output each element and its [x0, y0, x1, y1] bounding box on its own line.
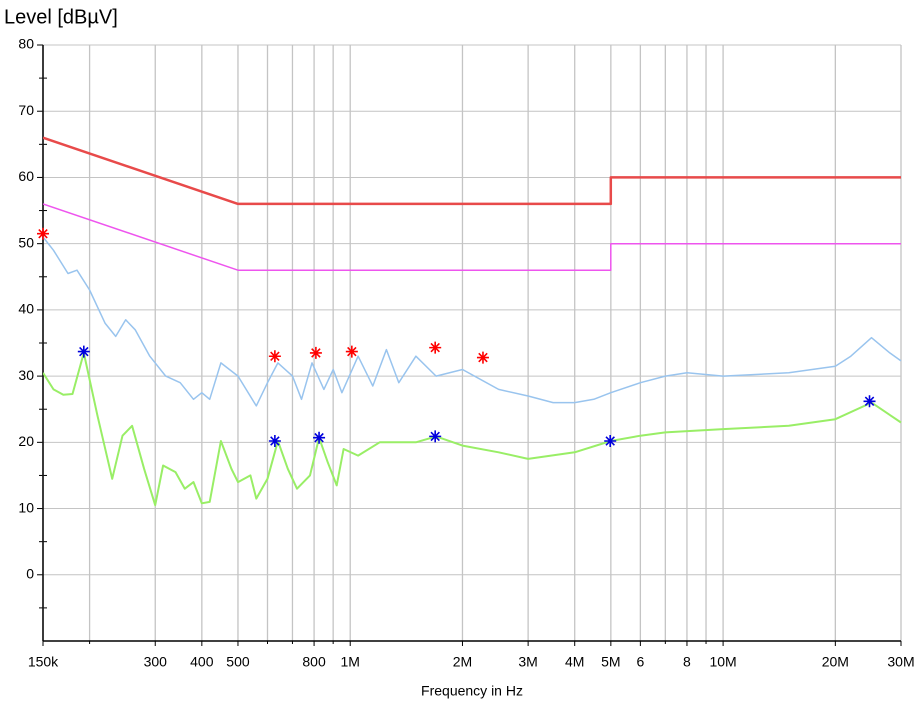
- x-tick-label: 20M: [822, 654, 849, 670]
- marker: [604, 435, 617, 448]
- series-line: [43, 136, 901, 206]
- y-tick-label: 50: [18, 234, 34, 250]
- marker: [268, 435, 281, 448]
- y-tick-label: 30: [18, 367, 34, 383]
- x-tick-label: 500: [226, 654, 250, 670]
- x-tick-label: 1M: [340, 654, 359, 670]
- y-tick-label: 0: [26, 565, 34, 581]
- x-tick-label: 10M: [709, 654, 736, 670]
- marker: [345, 345, 358, 358]
- y-tick-label: 10: [18, 499, 34, 515]
- x-tick-label: 5M: [601, 654, 620, 670]
- x-tick-label: 800: [302, 654, 326, 670]
- marker: [309, 346, 322, 359]
- marker: [429, 341, 442, 354]
- x-tick-label: 30M: [887, 654, 914, 670]
- y-tick-label: 40: [18, 301, 34, 317]
- x-tick-label: 3M: [518, 654, 537, 670]
- x-tick-label: 150k: [28, 654, 59, 670]
- x-tick-label: 4M: [565, 654, 584, 670]
- marker: [429, 430, 442, 443]
- marker: [77, 345, 90, 358]
- y-tick-label: 20: [18, 433, 34, 449]
- marker: [476, 351, 489, 364]
- y-tick-label: 60: [18, 168, 34, 184]
- y-tick-label: 70: [18, 102, 34, 118]
- x-tick-label: 400: [190, 654, 214, 670]
- marker: [313, 431, 326, 444]
- y-tick-label: 80: [18, 36, 34, 52]
- x-tick-label: 6: [636, 654, 644, 670]
- marker: [37, 227, 49, 240]
- x-axis-label: Frequency in Hz: [421, 683, 523, 699]
- marker: [268, 350, 281, 363]
- x-tick-label: 8: [683, 654, 691, 670]
- series-line: [43, 236, 902, 407]
- marker: [863, 395, 876, 408]
- series-line: [43, 203, 901, 271]
- y-axis-label: Level [dBµV]: [4, 6, 118, 28]
- x-tick-label: 300: [144, 654, 168, 670]
- x-tick-label: 2M: [453, 654, 472, 670]
